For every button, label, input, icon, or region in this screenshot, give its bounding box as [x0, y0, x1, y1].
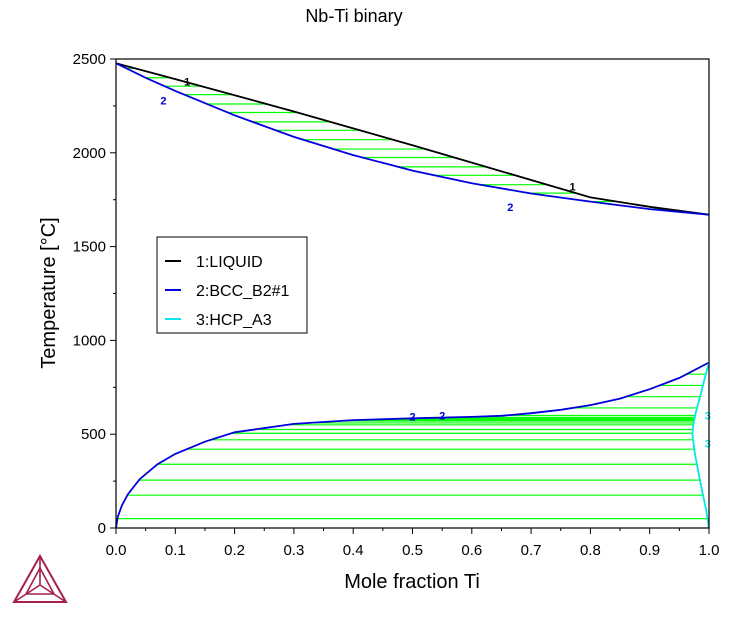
y-tick-label: 1000 — [73, 332, 106, 349]
thermo-calc-logo-icon — [12, 553, 68, 603]
y-tick-label: 500 — [81, 426, 106, 443]
phase-boundary-curves — [115, 62, 710, 529]
x-axis-ticks: 0.0 0.1 0.2 0.3 0.4 0.5 0.6 0.7 0.8 0.9 1.0 — [106, 528, 720, 559]
curve-label: 2 — [439, 410, 445, 422]
x-tick-label: 0.5 — [402, 542, 423, 559]
tie-lines — [117, 67, 708, 520]
legend: 1:LIQUID 2:BCC_B2#1 3:HCP_A3 — [156, 236, 308, 334]
series-line-solidus — [115, 62, 710, 216]
y-tick-label: 1500 — [73, 239, 106, 256]
series-line-bcc_miscibility — [115, 361, 710, 529]
y-axis-ticks: 0 500 1000 1500 2000 2500 — [73, 51, 116, 537]
curve-label: 3 — [705, 410, 711, 422]
x-tick-label: 0.0 — [106, 542, 127, 559]
y-tick-label: 0 — [98, 520, 106, 537]
series-line-hcp_boundary — [691, 362, 710, 529]
x-tick-label: 0.9 — [639, 542, 660, 559]
curve-label: 2 — [160, 95, 166, 107]
x-tick-label: 0.1 — [165, 542, 186, 559]
x-tick-label: 0.4 — [343, 542, 364, 559]
x-tick-label: 0.3 — [283, 542, 304, 559]
x-tick-label: 1.0 — [699, 542, 720, 559]
y-tick-label: 2500 — [73, 51, 106, 68]
curve-label: 1 — [184, 77, 190, 89]
curve-label: 3 — [705, 439, 711, 451]
chart-title: Nb-Ti binary — [305, 6, 402, 26]
legend-label: 1:LIQUID — [196, 254, 263, 271]
x-tick-label: 0.6 — [461, 542, 482, 559]
legend-box — [156, 236, 308, 334]
x-tick-label: 0.8 — [580, 542, 601, 559]
curve-label: 2 — [409, 411, 415, 423]
x-axis-label: Mole fraction Ti — [344, 571, 480, 593]
curve-label: 2 — [507, 202, 513, 214]
x-tick-label: 0.2 — [224, 542, 245, 559]
series-line-liquidus — [115, 62, 710, 216]
legend-label: 2:BCC_B2#1 — [196, 283, 289, 300]
legend-items: 1:LIQUID 2:BCC_B2#1 3:HCP_A3 — [165, 254, 289, 329]
legend-label: 3:HCP_A3 — [196, 312, 272, 329]
y-axis-label: Temperature [°C] — [38, 217, 60, 368]
curve-label: 1 — [570, 182, 576, 194]
y-tick-label: 2000 — [73, 145, 106, 162]
x-tick-label: 0.7 — [521, 542, 542, 559]
curve-labels: 1 2 1 2 2 2 3 3 — [160, 77, 710, 451]
